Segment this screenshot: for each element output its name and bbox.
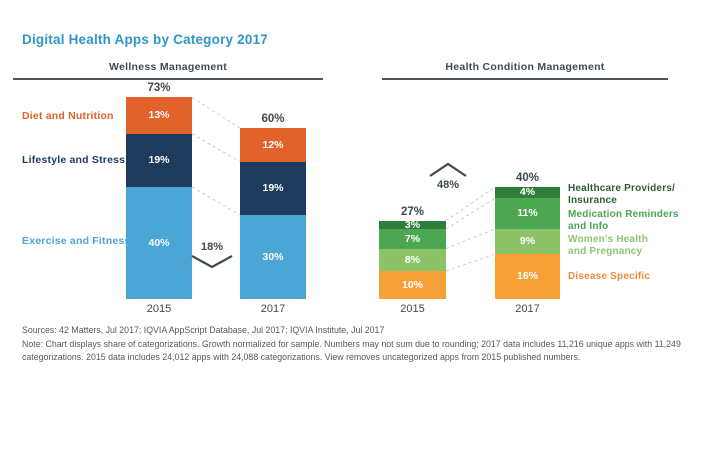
bar-segment: 13% [126, 97, 192, 134]
bar-total-label: 40% [515, 172, 540, 185]
page-title: Digital Health Apps by Category 2017 [22, 32, 269, 47]
footer-notes: Sources: 42 Matters, Jul 2017; IQVIA App… [22, 324, 706, 365]
bar-segment: 16% [495, 254, 560, 299]
bar-segment-value: 19% [148, 154, 170, 167]
bar-segment-value: 16% [516, 270, 538, 283]
bar-segment: 19% [240, 161, 306, 215]
legend-line: and Pregnancy [568, 246, 643, 257]
legend-line: Women's Health [568, 234, 649, 245]
bar-segment-value: 8% [404, 253, 421, 266]
series-label-lifestyle-and-stress: Lifestyle and Stress [22, 154, 126, 166]
bar-segment-value: 10% [401, 278, 423, 291]
bar-segment-value: 12% [262, 138, 284, 151]
bar-total-label: 60% [261, 113, 285, 126]
group-header-condition: Health Condition Management [382, 61, 668, 80]
bar-segment: 40% [126, 187, 192, 299]
bar-segment: 11% [495, 198, 560, 230]
bar-segment-value: 40% [148, 236, 170, 249]
group-header-wellness: Wellness Management [13, 61, 323, 80]
bar-segment-value: 3% [404, 218, 421, 231]
legend-line: and Info [568, 221, 609, 232]
bar-segment-value: 19% [262, 182, 284, 195]
legend-line: Disease Specific [568, 271, 651, 282]
bar-segment-value: 13% [148, 109, 170, 122]
bar-segment: 9% [495, 229, 560, 255]
bar-segment-value: 7% [404, 232, 421, 245]
bar-total-label: 27% [400, 205, 425, 218]
series-label-exercise-and-fitness: Exercise and Fitness [22, 235, 131, 247]
bar-segment-value: 30% [262, 250, 284, 263]
x-tick-wellness-2017: 2017 [260, 303, 286, 315]
stacked-bar-condition-2015: 27% 3% 7% 8% 10% [379, 206, 446, 299]
stacked-bar-condition-2017: 40% 4% 11% 9% 16% [495, 172, 560, 299]
legend-medication-reminders: Medication Reminders and Info [568, 209, 679, 233]
stacked-bar-wellness-2015: 73% 13% 19% 40% [126, 82, 192, 299]
bar-segment: 12% [240, 128, 306, 162]
legend-womens-health-pregnancy: Women's Health and Pregnancy [568, 234, 648, 258]
bar-segment: 8% [379, 248, 446, 271]
sources-text: Sources: 42 Matters, Jul 2017; IQVIA App… [22, 325, 385, 335]
stacked-bar-wellness-2017: 60% 12% 19% 30% [240, 113, 306, 299]
bar-segment: 10% [379, 271, 446, 299]
change-label-condition: 48% [436, 179, 460, 191]
x-tick-condition-2017: 2017 [515, 303, 540, 315]
legend-disease-specific: Disease Specific [568, 271, 650, 283]
x-tick-condition-2015: 2015 [400, 303, 425, 315]
legend-line: Healthcare Providers/ [568, 183, 676, 194]
chevron-up-icon [429, 162, 467, 177]
legend-line: Medication Reminders [568, 209, 679, 220]
bar-total-label: 73% [147, 82, 171, 95]
bar-segment: 4% [495, 186, 560, 199]
change-label-wellness: 18% [200, 241, 224, 253]
bar-segment: 30% [240, 215, 306, 299]
bar-segment-value: 4% [519, 186, 536, 199]
legend-healthcare-providers-insurance: Healthcare Providers/ Insurance [568, 183, 675, 207]
bar-segment: 7% [379, 229, 446, 249]
x-tick-wellness-2015: 2015 [146, 303, 172, 315]
bar-segment-value: 9% [519, 235, 536, 248]
chevron-down-icon [191, 255, 233, 269]
bar-segment: 3% [379, 218, 446, 231]
series-label-diet-and-nutrition: Diet and Nutrition [22, 110, 114, 122]
bar-segment: 19% [126, 133, 192, 187]
note-text: Note: Chart displays share of categoriza… [22, 339, 681, 362]
bar-segment-value: 11% [517, 207, 538, 220]
legend-line: Insurance [568, 195, 618, 206]
